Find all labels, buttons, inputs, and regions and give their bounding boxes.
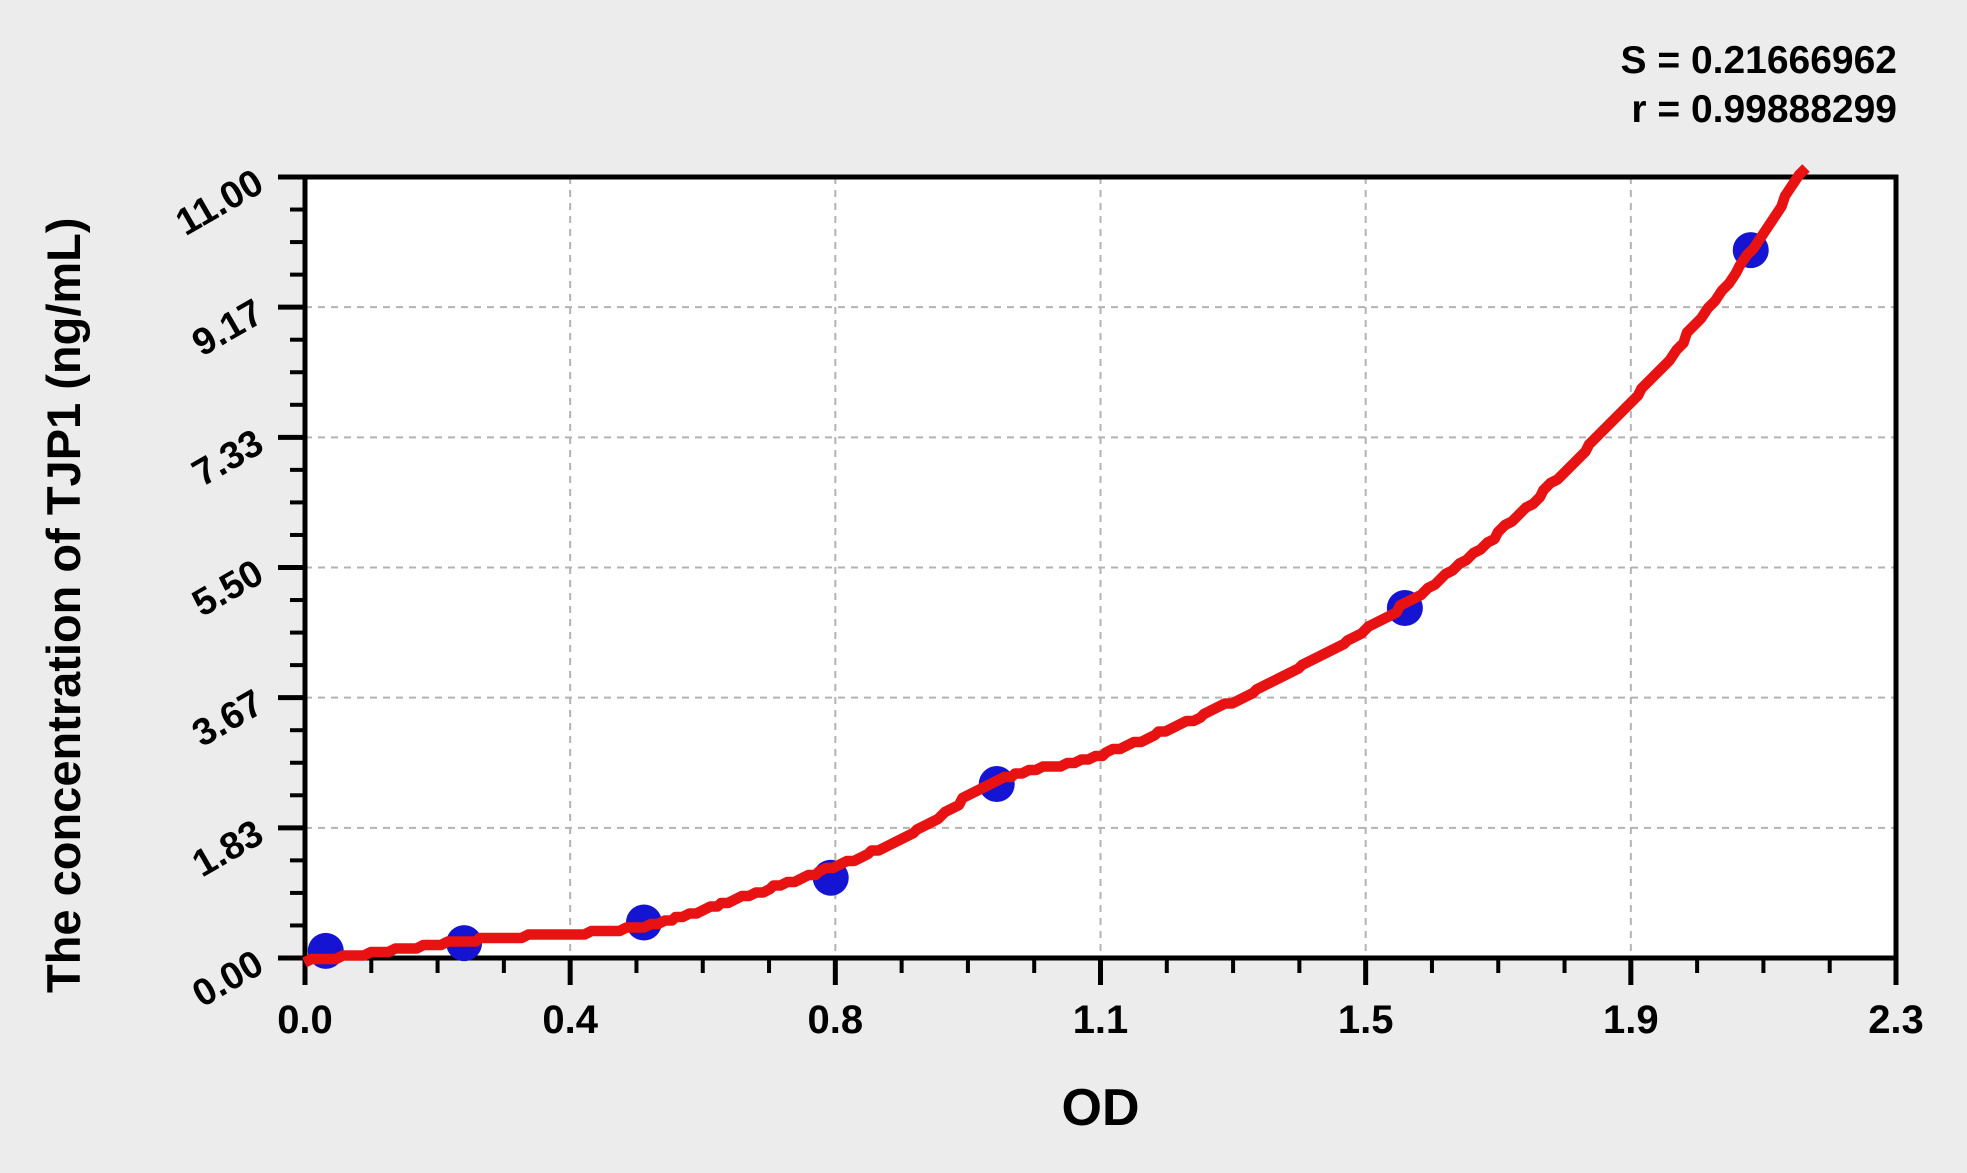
x-axis-title: OD bbox=[1061, 1079, 1140, 1137]
y-tick-label: 9.17 bbox=[185, 292, 270, 365]
fit-statistics: S = 0.21666962 r = 0.99888299 bbox=[1620, 36, 1897, 134]
stat-r-value: r = 0.99888299 bbox=[1631, 88, 1897, 131]
x-tick-label: 0.4 bbox=[542, 998, 598, 1042]
x-tick-label: 1.1 bbox=[1073, 998, 1129, 1042]
y-tick-label: 7.33 bbox=[185, 422, 270, 495]
y-tick-label: 3.67 bbox=[185, 682, 270, 755]
fit-curve bbox=[302, 164, 1810, 968]
x-tick-label: 0.0 bbox=[277, 998, 333, 1042]
y-tick-label: 0.00 bbox=[185, 942, 270, 1015]
stat-s-value: S = 0.21666962 bbox=[1620, 39, 1897, 82]
y-tick-label: 5.50 bbox=[185, 552, 270, 625]
x-tick-label: 1.9 bbox=[1603, 998, 1659, 1042]
y-axis-title: The concentration of TJP1 (ng/mL) bbox=[37, 217, 90, 993]
x-tick-label: 1.5 bbox=[1338, 998, 1394, 1042]
x-tick-label: 0.8 bbox=[808, 998, 864, 1042]
y-tick-label: 1.83 bbox=[185, 812, 270, 885]
y-tick-label: 11.00 bbox=[169, 161, 271, 244]
x-tick-label: 2.3 bbox=[1868, 998, 1924, 1042]
